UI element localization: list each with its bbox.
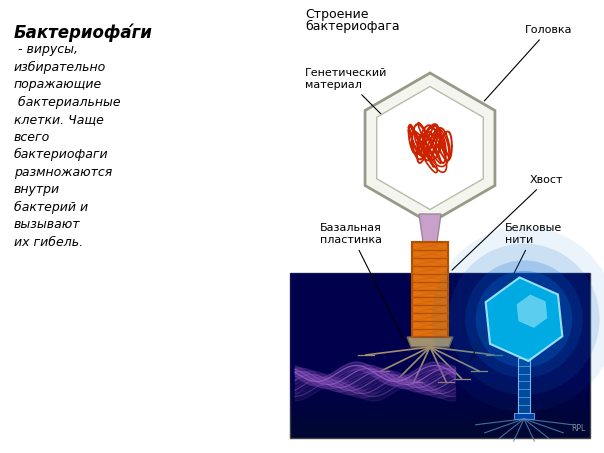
FancyBboxPatch shape <box>290 273 590 430</box>
Polygon shape <box>365 73 495 223</box>
Text: бактериофага: бактериофага <box>305 20 400 33</box>
Polygon shape <box>407 337 453 347</box>
Text: - вирусы,
избирательно
поражающие
 бактериальные
клетки. Чаще
всего
бактериофаги: - вирусы, избирательно поражающие бактер… <box>14 43 121 249</box>
Circle shape <box>432 227 604 412</box>
Circle shape <box>465 260 583 378</box>
Circle shape <box>448 244 600 395</box>
FancyBboxPatch shape <box>290 273 590 414</box>
Polygon shape <box>486 277 562 361</box>
Text: Хвост: Хвост <box>452 175 564 270</box>
Polygon shape <box>419 214 441 242</box>
Circle shape <box>476 271 573 367</box>
FancyBboxPatch shape <box>412 242 448 337</box>
FancyBboxPatch shape <box>514 413 534 419</box>
Text: Белковые
нити: Белковые нити <box>469 223 562 362</box>
FancyBboxPatch shape <box>518 358 530 413</box>
Text: RPL: RPL <box>571 424 585 433</box>
Text: Бактериофа́ги: Бактериофа́ги <box>14 23 153 42</box>
FancyBboxPatch shape <box>290 273 590 438</box>
Polygon shape <box>377 87 483 209</box>
Text: Головка: Головка <box>484 25 572 101</box>
FancyBboxPatch shape <box>290 273 590 390</box>
Text: Генетический
материал: Генетический материал <box>305 68 398 131</box>
FancyBboxPatch shape <box>290 273 590 422</box>
Text: Строение: Строение <box>305 8 368 21</box>
FancyBboxPatch shape <box>290 273 590 398</box>
FancyBboxPatch shape <box>290 273 590 438</box>
FancyBboxPatch shape <box>290 273 590 406</box>
Polygon shape <box>516 294 547 328</box>
FancyBboxPatch shape <box>290 273 590 382</box>
Text: Базальная
пластинка: Базальная пластинка <box>320 223 403 339</box>
